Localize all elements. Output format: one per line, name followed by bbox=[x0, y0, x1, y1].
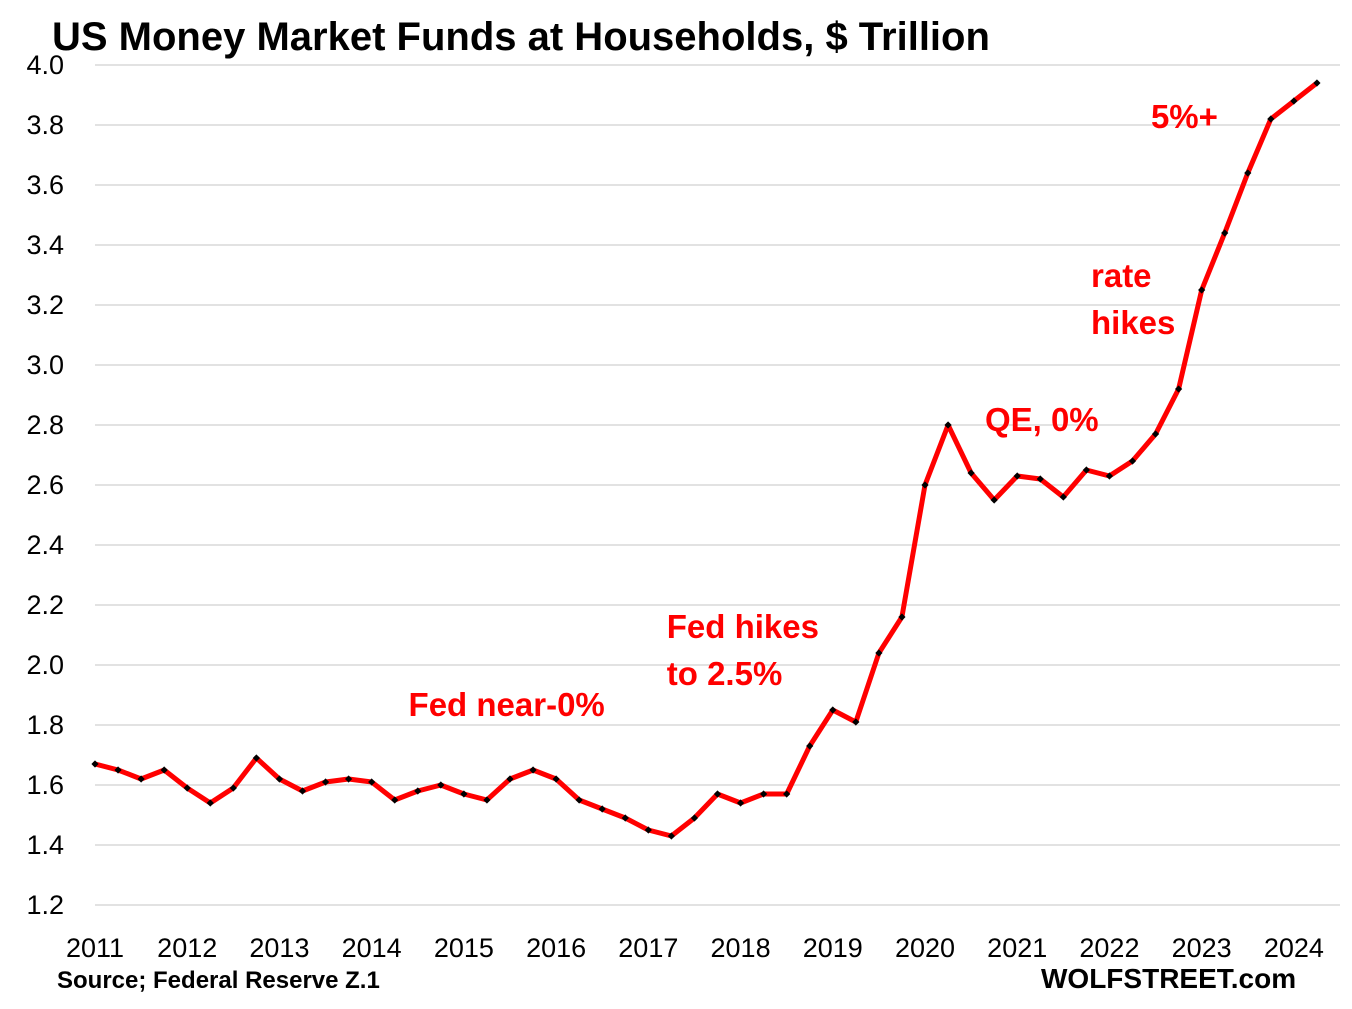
x-tick-label: 2013 bbox=[249, 933, 309, 963]
annotation-label: QE, 0% bbox=[985, 401, 1099, 438]
data-point bbox=[1290, 97, 1298, 105]
data-point bbox=[275, 775, 284, 783]
annotation-label: Fed hikes to 2.5% bbox=[667, 608, 819, 692]
data-point bbox=[137, 775, 145, 783]
data-point bbox=[921, 481, 929, 489]
x-axis-tick-labels: 2011 2012 2013 2014 2015 2016 2017 2018 2019 2020… bbox=[66, 933, 1324, 963]
data-point bbox=[1128, 457, 1137, 465]
y-tick-label: 2.6 bbox=[26, 470, 64, 500]
data-point bbox=[667, 832, 675, 840]
data-point bbox=[1244, 169, 1252, 177]
data-point bbox=[1151, 430, 1160, 438]
data-point bbox=[460, 790, 468, 798]
data-point bbox=[91, 760, 99, 768]
data-point bbox=[506, 775, 514, 783]
y-tick-label: 2.0 bbox=[26, 650, 64, 680]
data-point bbox=[414, 787, 422, 795]
data-point bbox=[760, 790, 768, 798]
y-tick-label: 2.2 bbox=[26, 590, 64, 620]
data-point bbox=[852, 718, 860, 726]
data-point bbox=[990, 496, 998, 504]
x-tick-label: 2011 bbox=[66, 933, 124, 963]
series-line bbox=[92, 80, 1320, 839]
y-tick-label: 1.8 bbox=[26, 710, 64, 740]
data-point bbox=[437, 781, 445, 789]
data-point bbox=[345, 775, 353, 783]
x-tick-label: 2021 bbox=[987, 933, 1047, 963]
data-point bbox=[1013, 472, 1021, 480]
y-tick-label: 1.4 bbox=[26, 830, 64, 860]
data-point bbox=[644, 826, 652, 834]
brand-label: WOLFSTREET.com bbox=[1041, 963, 1296, 994]
y-tick-label: 2.4 bbox=[26, 530, 64, 560]
data-point bbox=[875, 649, 883, 657]
data-point bbox=[1105, 472, 1114, 480]
data-point bbox=[575, 796, 583, 804]
data-point bbox=[552, 775, 560, 783]
annotation-label: 5%+ bbox=[1151, 98, 1218, 135]
chart-title: US Money Market Funds at Households, $ T… bbox=[52, 15, 990, 59]
annotation-label: Fed near-0% bbox=[409, 686, 605, 723]
data-point bbox=[736, 799, 745, 807]
data-point bbox=[967, 469, 975, 477]
x-tick-label: 2016 bbox=[526, 933, 586, 963]
data-point bbox=[483, 796, 491, 804]
data-point bbox=[690, 814, 699, 822]
data-point bbox=[114, 766, 122, 774]
grid-lines bbox=[95, 64, 1340, 906]
y-tick-label: 3.4 bbox=[26, 230, 64, 260]
data-point bbox=[206, 799, 214, 807]
data-point bbox=[1221, 229, 1229, 237]
data-point bbox=[529, 766, 537, 774]
y-tick-label: 3.8 bbox=[26, 110, 64, 140]
data-point bbox=[783, 790, 791, 798]
data-point bbox=[1059, 493, 1067, 501]
data-point bbox=[621, 814, 629, 822]
y-tick-label: 3.0 bbox=[26, 350, 64, 380]
data-point bbox=[321, 778, 330, 786]
series-layer bbox=[91, 79, 1321, 840]
data-point bbox=[944, 421, 952, 429]
data-point bbox=[368, 778, 376, 786]
data-point bbox=[1175, 385, 1183, 393]
x-tick-label: 2019 bbox=[803, 933, 863, 963]
data-point bbox=[160, 766, 168, 774]
data-point bbox=[898, 613, 906, 621]
data-point bbox=[1082, 466, 1090, 474]
y-tick-label: 3.6 bbox=[26, 170, 64, 200]
y-axis-tick-labels: 1.2 1.4 1.6 1.8 2.0 2.2 2.4 2.6 2.8 3.0 3.2 3.4 3.6 3… bbox=[26, 50, 64, 920]
x-tick-label: 2022 bbox=[1079, 933, 1139, 963]
x-tick-label: 2014 bbox=[342, 933, 402, 963]
data-point bbox=[598, 805, 606, 813]
y-tick-label: 1.2 bbox=[26, 890, 64, 920]
x-tick-label: 2018 bbox=[711, 933, 771, 963]
data-point bbox=[252, 754, 260, 762]
data-point bbox=[391, 796, 399, 804]
y-tick-label: 1.6 bbox=[26, 770, 64, 800]
y-tick-label: 2.8 bbox=[26, 410, 64, 440]
data-point bbox=[229, 784, 237, 792]
x-tick-label: 2017 bbox=[618, 933, 678, 963]
data-point bbox=[1267, 115, 1275, 123]
data-point bbox=[829, 706, 837, 714]
x-tick-label: 2020 bbox=[895, 933, 955, 963]
y-tick-label: 3.2 bbox=[26, 290, 64, 320]
data-point bbox=[713, 790, 722, 798]
x-tick-label: 2024 bbox=[1264, 933, 1324, 963]
data-point bbox=[183, 784, 191, 792]
data-point bbox=[1198, 286, 1206, 294]
annotations: Fed near-0% Fed hikes to 2.5% QE, 0% rate hik… bbox=[409, 98, 1218, 723]
data-point bbox=[1036, 475, 1044, 483]
data-point bbox=[806, 742, 814, 750]
x-tick-label: 2012 bbox=[157, 933, 217, 963]
x-tick-label: 2023 bbox=[1172, 933, 1232, 963]
y-tick-label: 4.0 bbox=[26, 50, 64, 80]
data-point bbox=[1313, 79, 1321, 87]
x-tick-label: 2015 bbox=[434, 933, 494, 963]
source-note: Source; Federal Reserve Z.1 bbox=[57, 967, 380, 994]
data-point bbox=[298, 787, 307, 795]
annotation-label: rate hikes bbox=[1091, 257, 1175, 341]
